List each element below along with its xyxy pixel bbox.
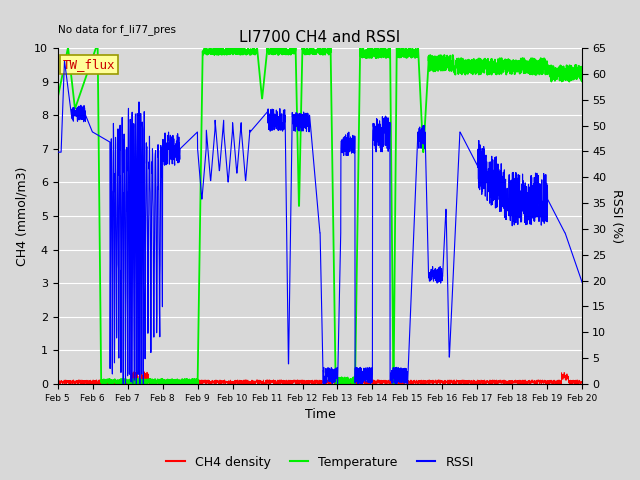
Legend: CH4 density, Temperature, RSSI: CH4 density, Temperature, RSSI xyxy=(161,451,479,474)
Text: TW_flux: TW_flux xyxy=(63,58,115,71)
Text: No data for f_li77_pres: No data for f_li77_pres xyxy=(58,24,175,36)
X-axis label: Time: Time xyxy=(305,408,335,421)
Y-axis label: RSSI (%): RSSI (%) xyxy=(610,189,623,243)
Y-axis label: CH4 (mmol/m3): CH4 (mmol/m3) xyxy=(15,166,28,266)
Title: LI7700 CH4 and RSSI: LI7700 CH4 and RSSI xyxy=(239,30,401,46)
